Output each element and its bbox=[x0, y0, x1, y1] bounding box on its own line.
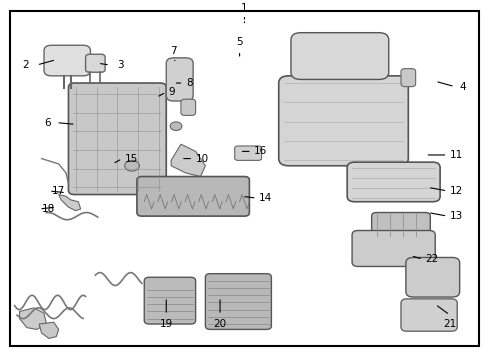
Text: 22: 22 bbox=[425, 254, 438, 264]
Text: 18: 18 bbox=[41, 204, 55, 214]
Polygon shape bbox=[171, 144, 205, 176]
Circle shape bbox=[170, 122, 182, 131]
Text: 8: 8 bbox=[185, 78, 192, 88]
Text: 5: 5 bbox=[236, 37, 243, 47]
FancyBboxPatch shape bbox=[351, 230, 434, 266]
FancyBboxPatch shape bbox=[371, 212, 429, 238]
Text: 11: 11 bbox=[449, 150, 462, 160]
Text: 13: 13 bbox=[449, 211, 462, 221]
Text: 12: 12 bbox=[449, 186, 462, 196]
Text: 9: 9 bbox=[168, 87, 175, 97]
Text: 6: 6 bbox=[44, 118, 51, 127]
FancyBboxPatch shape bbox=[400, 69, 415, 87]
Text: 7: 7 bbox=[170, 46, 177, 56]
Text: 4: 4 bbox=[459, 82, 466, 92]
Polygon shape bbox=[20, 308, 46, 329]
FancyBboxPatch shape bbox=[166, 58, 193, 101]
Text: 10: 10 bbox=[195, 154, 208, 163]
Text: 2: 2 bbox=[22, 60, 29, 70]
FancyBboxPatch shape bbox=[85, 54, 105, 72]
Text: 3: 3 bbox=[117, 60, 124, 70]
Circle shape bbox=[124, 160, 139, 171]
Text: 21: 21 bbox=[442, 319, 456, 329]
FancyBboxPatch shape bbox=[234, 146, 261, 160]
FancyBboxPatch shape bbox=[405, 257, 459, 297]
Polygon shape bbox=[59, 194, 81, 211]
Text: 20: 20 bbox=[213, 319, 226, 329]
Polygon shape bbox=[39, 322, 59, 338]
FancyBboxPatch shape bbox=[278, 76, 407, 166]
FancyBboxPatch shape bbox=[290, 33, 388, 80]
Text: 19: 19 bbox=[159, 319, 173, 329]
FancyBboxPatch shape bbox=[137, 176, 249, 216]
FancyBboxPatch shape bbox=[205, 274, 271, 329]
Text: 15: 15 bbox=[124, 154, 138, 163]
Text: 14: 14 bbox=[259, 193, 272, 203]
FancyBboxPatch shape bbox=[346, 162, 439, 202]
FancyBboxPatch shape bbox=[44, 45, 90, 76]
FancyBboxPatch shape bbox=[400, 299, 456, 331]
FancyBboxPatch shape bbox=[68, 83, 166, 194]
Text: 16: 16 bbox=[254, 147, 267, 156]
FancyBboxPatch shape bbox=[181, 99, 195, 116]
FancyBboxPatch shape bbox=[144, 277, 195, 324]
Text: 1: 1 bbox=[241, 3, 247, 13]
Text: 17: 17 bbox=[51, 186, 64, 196]
